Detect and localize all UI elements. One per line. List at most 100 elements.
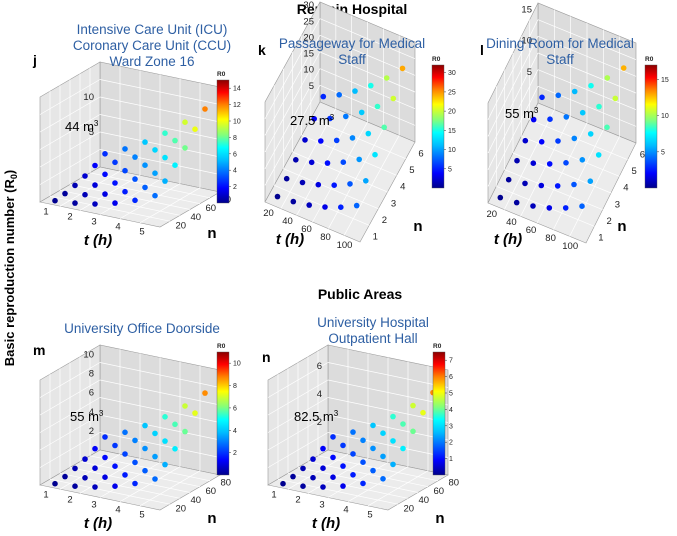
data-point [142,139,148,145]
grid-line [89,172,211,199]
x-axis-label: t (h) [84,232,112,249]
data-point [152,192,158,199]
data-point [122,167,128,174]
colorbar [431,64,445,189]
colorbar [216,351,230,476]
data-point [336,92,343,98]
data-point [358,109,365,116]
colorbar-title: R0 [217,343,226,350]
t-tick-label: 4 [343,505,348,516]
panel-letter: l [480,42,484,58]
n-tick-label: 40 [191,495,202,506]
panel-title-line: Staff [546,52,574,67]
data-point [320,93,327,100]
data-point [383,75,390,81]
data-point [102,474,108,481]
data-point [122,188,128,195]
n-tick-label: 80 [221,477,232,488]
data-point [82,173,88,179]
colorbar-tick-label: 8 [233,135,237,142]
x-axis-label: t (h) [494,231,522,248]
colorbar-tick-label: 15 [448,128,456,135]
z-tick-label: 5 [89,127,94,138]
data-point [290,473,296,480]
data-point [62,190,68,197]
data-point [62,473,68,480]
data-point [368,82,374,89]
data-point [72,182,78,189]
data-point [539,94,545,101]
data-point [530,160,537,166]
data-point [333,137,340,144]
panel-letter: j [32,52,37,68]
t-tick-label: 5 [139,227,144,238]
colorbar-tick-label: 6 [449,374,453,381]
data-point [370,467,376,474]
t-tick-label: 40 [282,216,293,227]
data-point [350,451,356,457]
z-tick-label: 10 [83,350,94,361]
data-point [390,438,396,444]
data-point [604,124,610,131]
n-tick-label: 2 [607,216,612,227]
data-point [308,159,315,166]
panel-title-line: Coronary Care Unit (CCU) [73,38,231,53]
data-point [347,181,353,187]
data-point [400,445,406,452]
panel-title-line: University Office Doorside [64,321,220,336]
z-tick-label: 25 [303,16,314,27]
colorbar-tick-label: 7 [449,358,453,365]
n-tick-label: 6 [640,149,645,160]
data-point [72,465,78,472]
data-point [132,154,138,160]
colorbar [644,64,658,189]
n-tick-label: 4 [623,183,628,194]
data-point [374,103,381,110]
data-point [522,180,528,187]
data-point [182,145,188,151]
data-point [380,430,386,437]
n-axis-label: n [435,510,444,527]
data-point [112,180,118,186]
data-point [596,103,602,110]
data-point [300,465,306,472]
colorbar-tick-label: 8 [233,383,237,390]
panel-letter: n [262,349,271,365]
colorbar-tick-label: 10 [448,147,456,154]
z-tick-label: 6 [89,388,94,399]
colorbar-tick-label: 2 [233,184,237,191]
volume-label: 82.5 m3 [294,409,339,424]
data-point [182,403,188,409]
data-point [390,461,396,468]
n-axis-label: n [207,510,216,527]
data-point [363,178,369,184]
t-tick-label: 3 [91,217,96,228]
t-tick-label: 5 [139,510,144,521]
t-tick-label: 1 [43,207,48,218]
data-point [162,414,168,420]
data-point [92,484,98,490]
t-tick-label: 20 [487,209,498,220]
data-point [142,162,148,168]
data-point [112,483,118,490]
y-axis-label: Basic reproduction number (R0) [2,170,19,366]
data-point [172,162,178,168]
data-point [162,130,168,136]
grid-line [89,455,211,482]
colorbar-tick-label: 2 [449,440,453,447]
data-point [370,445,376,452]
data-point [338,204,344,210]
n-axis-label: n [413,218,422,235]
data-point [102,171,108,178]
z-tick-label: 2 [317,417,322,428]
data-point [274,193,281,200]
data-point [142,184,148,191]
colorbar-tick-label: 12 [233,102,241,109]
data-point [112,200,118,206]
data-point [290,198,297,205]
data-point [92,465,98,472]
data-point [152,476,158,482]
colorbar [432,351,446,476]
data-point [132,437,138,444]
data-point [318,138,324,144]
